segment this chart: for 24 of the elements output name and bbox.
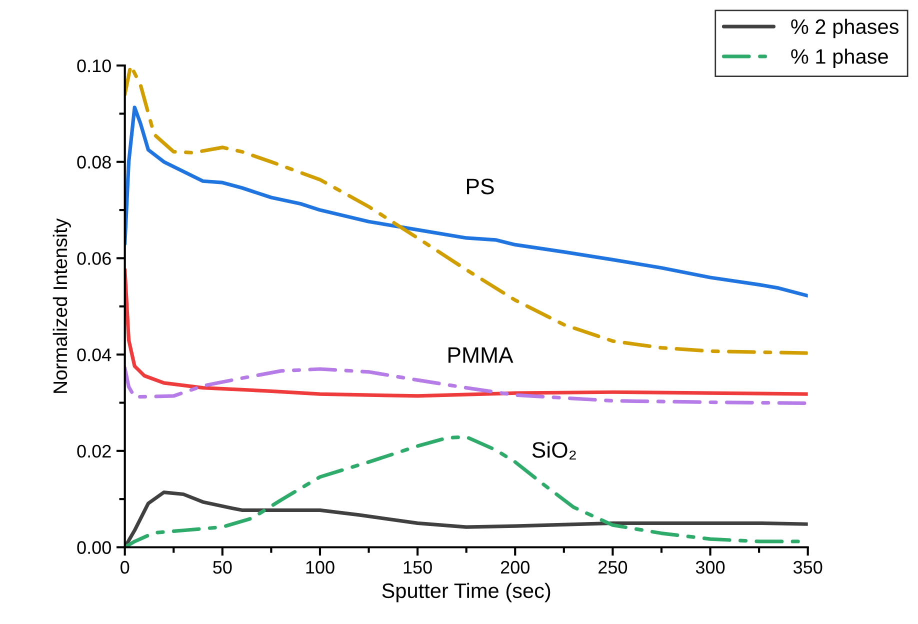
x-axis-title: Sputter Time (sec) xyxy=(382,582,550,602)
y-tick-label: 0.00 xyxy=(77,541,111,554)
y-axis-title: Normalized Intensity xyxy=(52,218,71,393)
x-tick-label: 100 xyxy=(306,560,334,574)
annotation: PMMA xyxy=(448,347,514,363)
y-tick-label: 0.04 xyxy=(77,348,112,362)
x-tick-label: 50 xyxy=(213,560,232,574)
annotation: PS xyxy=(467,178,494,194)
y-tick-label: 0.08 xyxy=(77,156,111,169)
line-series xyxy=(124,106,808,298)
x-tick-label: 150 xyxy=(404,560,432,574)
y-tick-label: 0.02 xyxy=(77,444,111,458)
legend-label: % 1 phase xyxy=(791,48,888,68)
x-tick-label: 350 xyxy=(793,560,822,574)
legend-label: % 2 phases xyxy=(791,18,899,38)
y-tick-label: 0.06 xyxy=(77,252,111,265)
y-tick-label: 0.10 xyxy=(77,59,111,72)
line-series xyxy=(124,366,808,406)
x-tick-label: 200 xyxy=(500,560,530,574)
annotation: SiO₂ xyxy=(532,442,576,460)
line-series xyxy=(124,268,808,398)
x-tick-label: 0 xyxy=(120,560,130,574)
x-tick-label: 250 xyxy=(598,560,628,574)
x-tick-label: 300 xyxy=(696,560,725,574)
